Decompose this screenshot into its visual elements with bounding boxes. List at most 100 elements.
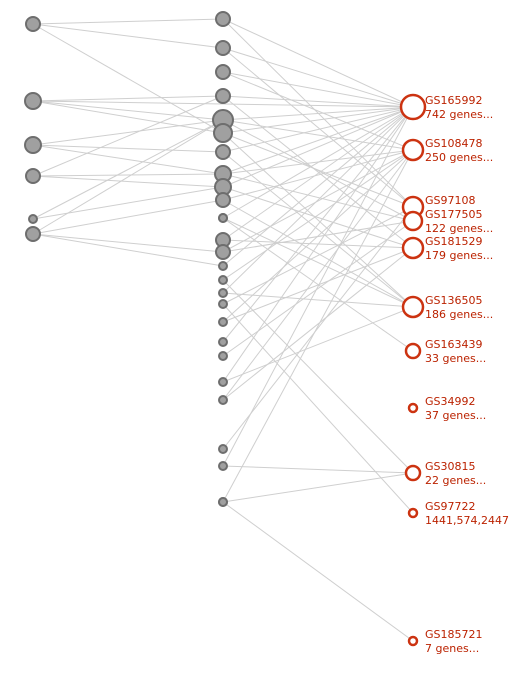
gene-set-detail[interactable]: 22 genes... [425, 474, 486, 487]
gene-node[interactable] [215, 144, 231, 160]
gene-node[interactable] [215, 192, 231, 208]
gene-node[interactable] [218, 444, 228, 454]
network-edge [222, 106, 414, 175]
gene-node[interactable] [24, 92, 42, 110]
gene-set-name[interactable]: GS177505 [425, 208, 483, 221]
network-edge [32, 173, 224, 177]
gene-set-detail[interactable]: 742 genes... [425, 108, 493, 121]
network-edge [222, 149, 414, 401]
network-edge [222, 279, 414, 474]
gene-node[interactable] [28, 214, 38, 224]
network-edge [222, 47, 414, 208]
network-edge [32, 175, 224, 188]
gene-set-detail[interactable]: 1441,574,2447 [425, 514, 509, 527]
gene-set-detail[interactable]: 186 genes... [425, 308, 493, 321]
gene-set-node[interactable] [404, 464, 422, 482]
network-edge [222, 106, 414, 153]
gene-set-name[interactable]: GS165992 [425, 94, 483, 107]
gene-node[interactable] [213, 123, 233, 143]
network-edge [222, 149, 414, 503]
gene-node[interactable] [218, 337, 228, 347]
gene-set-node[interactable] [401, 138, 425, 162]
gene-set-node[interactable] [399, 93, 427, 121]
gene-set-detail[interactable]: 33 genes... [425, 352, 486, 365]
network-edge [222, 206, 414, 450]
network-edge [222, 199, 414, 308]
gene-set-node[interactable] [404, 342, 422, 360]
gene-node[interactable] [218, 377, 228, 387]
network-edge [32, 18, 224, 25]
gene-node[interactable] [25, 16, 41, 32]
gene-set-node[interactable] [407, 507, 419, 519]
network-edge [222, 149, 414, 201]
gene-node[interactable] [215, 64, 231, 80]
gene-set-node[interactable] [401, 295, 425, 319]
network-edge [32, 199, 224, 235]
network-edge [222, 501, 414, 642]
network-edge [32, 100, 224, 134]
gene-set-node[interactable] [401, 236, 425, 260]
gene-node[interactable] [218, 461, 228, 471]
network-edge [32, 100, 224, 121]
gene-set-name[interactable]: GS34992 [425, 395, 476, 408]
gene-set-node[interactable] [402, 210, 424, 232]
gene-set-name[interactable]: GS185721 [425, 628, 483, 641]
network-edge [222, 106, 414, 121]
gene-node[interactable] [218, 395, 228, 405]
network-edge [32, 233, 224, 253]
gene-set-name[interactable]: GS163439 [425, 338, 483, 351]
gene-set-node[interactable] [407, 402, 419, 414]
network-edge [222, 173, 414, 222]
network-edge [32, 23, 224, 134]
gene-set-name[interactable]: GS97108 [425, 194, 476, 207]
gene-set-detail[interactable]: 122 genes... [425, 222, 493, 235]
network-edge [222, 106, 414, 188]
gene-node[interactable] [218, 275, 228, 285]
gene-set-detail[interactable]: 7 genes... [425, 642, 479, 655]
gene-node[interactable] [218, 351, 228, 361]
network-edge [222, 149, 414, 281]
network-edge [222, 149, 414, 323]
network-edge [222, 132, 414, 308]
network-edges [32, 18, 414, 642]
network-edge [32, 23, 224, 49]
gene-node[interactable] [218, 497, 228, 507]
gene-node[interactable] [218, 299, 228, 309]
network-edge [222, 472, 414, 503]
gene-node[interactable] [25, 168, 41, 184]
network-edge [222, 132, 414, 208]
gene-set-node[interactable] [407, 635, 419, 647]
gene-set-name[interactable]: GS181529 [425, 235, 483, 248]
gene-set-name[interactable]: GS30815 [425, 460, 476, 473]
network-edge [222, 71, 414, 108]
network-edge [222, 47, 414, 108]
gene-set-detail[interactable]: 179 genes... [425, 249, 493, 262]
gene-node[interactable] [218, 288, 228, 298]
network-edge [222, 95, 414, 108]
gene-node[interactable] [25, 226, 41, 242]
gene-node[interactable] [215, 40, 231, 56]
gene-node[interactable] [215, 88, 231, 104]
gene-node[interactable] [218, 317, 228, 327]
gene-set-detail[interactable]: 250 genes... [425, 151, 493, 164]
network-edge [222, 465, 414, 474]
gene-node[interactable] [218, 213, 228, 223]
gene-set-name[interactable]: GS108478 [425, 137, 483, 150]
network-edge [32, 119, 224, 220]
network-edge [222, 292, 414, 308]
gene-set-detail[interactable]: 37 genes... [425, 409, 486, 422]
network-edge [222, 186, 414, 249]
gene-node[interactable] [215, 11, 231, 27]
network-edge [222, 106, 414, 134]
gene-node[interactable] [24, 136, 42, 154]
network-edge [32, 144, 224, 175]
network-edge [222, 220, 414, 357]
gene-set-name[interactable]: GS136505 [425, 294, 483, 307]
gene-node[interactable] [218, 261, 228, 271]
gene-set-nodes [399, 93, 427, 647]
gene-node[interactable] [215, 244, 231, 260]
network-edge [32, 233, 224, 267]
gene-set-name[interactable]: GS97722 [425, 500, 476, 513]
